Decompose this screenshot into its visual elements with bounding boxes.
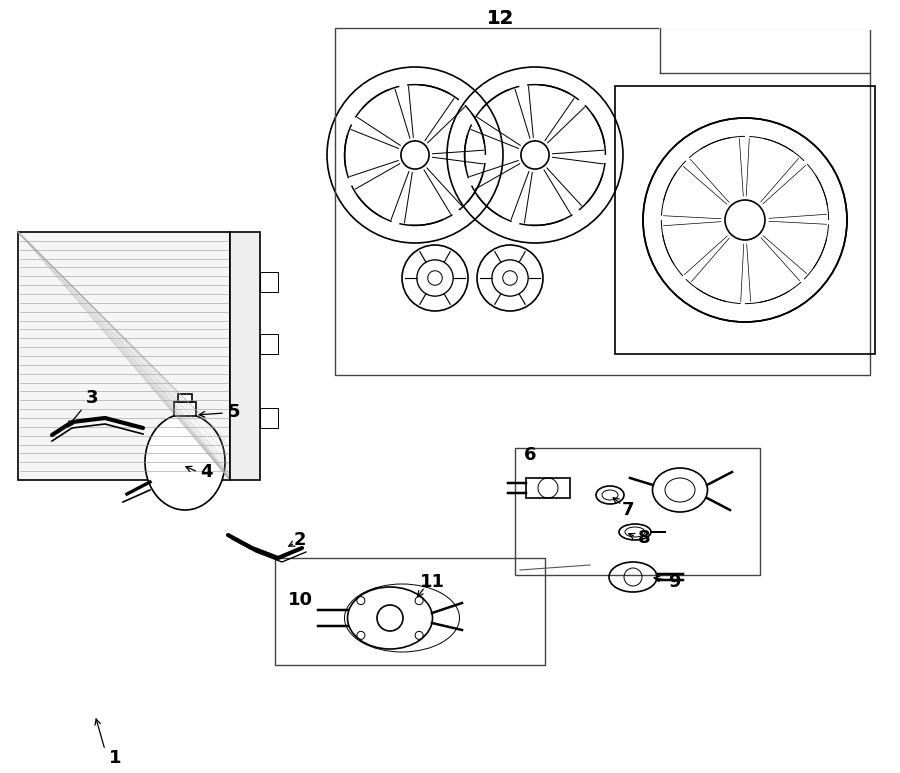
Bar (515, 448, 760, 575)
Circle shape (428, 271, 442, 285)
Bar (260, 271, 278, 291)
Text: 10: 10 (287, 591, 312, 609)
Circle shape (400, 141, 429, 169)
Text: 12: 12 (486, 9, 514, 28)
Text: 8: 8 (638, 529, 651, 547)
Bar (178, 394, 192, 402)
Bar (335, 28, 870, 375)
Text: 11: 11 (419, 573, 445, 591)
Bar (275, 558, 545, 665)
Bar (660, 0, 871, 28)
Text: 2: 2 (293, 531, 306, 549)
Text: 6: 6 (524, 446, 536, 464)
Bar (230, 232, 260, 480)
Circle shape (725, 200, 765, 240)
Text: 7: 7 (622, 501, 634, 519)
Circle shape (377, 605, 403, 631)
Circle shape (521, 141, 549, 169)
Bar (260, 408, 278, 428)
Text: 5: 5 (228, 403, 240, 421)
Text: 3: 3 (86, 389, 98, 407)
Bar (526, 478, 570, 498)
Ellipse shape (145, 414, 225, 510)
Text: 9: 9 (668, 573, 680, 591)
Bar (18, 232, 230, 480)
Text: 4: 4 (200, 463, 212, 481)
Circle shape (643, 118, 847, 322)
Bar (260, 334, 278, 353)
Bar (615, 86, 875, 354)
Text: 12: 12 (486, 9, 514, 28)
Circle shape (503, 271, 517, 285)
Text: 1: 1 (109, 749, 122, 767)
Bar (174, 402, 196, 416)
